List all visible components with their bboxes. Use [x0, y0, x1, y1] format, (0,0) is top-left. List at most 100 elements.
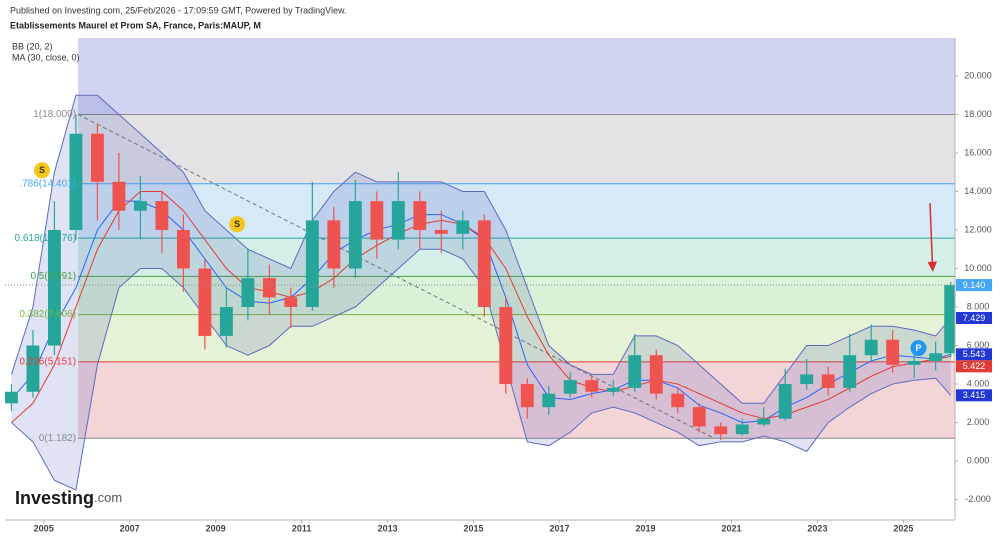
bollinger-fill	[11, 95, 951, 490]
candle-body	[26, 345, 40, 392]
fib-zone	[78, 114, 955, 184]
candle-body	[778, 384, 792, 419]
event-marker	[910, 340, 927, 357]
fib-zone	[78, 183, 955, 239]
y-tick-label: 8.000	[967, 301, 990, 311]
candle-body	[944, 285, 955, 354]
fib-level-label: 0.236(5.151)	[19, 357, 76, 368]
annotation-arrow	[927, 202, 937, 272]
candle-body	[649, 355, 663, 394]
candle-body	[692, 407, 706, 427]
candle-body	[563, 380, 577, 394]
candle-body	[886, 339, 900, 365]
y-tick-label: 16.000	[964, 147, 992, 157]
candle-body	[585, 380, 599, 392]
fib-level-label: 0.5(9.591)	[30, 271, 76, 282]
price-label-box	[956, 279, 992, 292]
candle-body	[327, 220, 341, 269]
candle-body	[348, 201, 362, 269]
candle-body	[499, 307, 513, 385]
candle-body	[606, 387, 620, 392]
candle-body	[671, 393, 685, 408]
candle-body	[929, 353, 943, 361]
candle-body	[305, 220, 319, 308]
price-label: 3.415	[963, 390, 986, 400]
x-tick-label: 2013	[378, 523, 398, 533]
y-tick-label: 14.000	[964, 186, 992, 196]
arrow-head	[927, 261, 937, 272]
y-tick-label: 6.000	[967, 340, 990, 350]
y-tick-label: 2.000	[967, 417, 990, 427]
candle-body	[714, 426, 728, 435]
candle-body	[821, 374, 835, 388]
candle-body	[520, 384, 534, 408]
candle-body	[112, 181, 126, 211]
candle-body	[69, 133, 83, 230]
event-marker-label: S	[39, 165, 45, 175]
event-marker	[33, 162, 50, 179]
candle-body	[456, 220, 470, 234]
candle-body	[542, 393, 556, 408]
candle-body	[198, 268, 212, 336]
price-label: 5.422	[963, 361, 986, 371]
x-tick-label: 2007	[120, 523, 140, 533]
x-tick-label: 2017	[550, 523, 570, 533]
x-tick-label: 2023	[807, 523, 827, 533]
price-label-box	[956, 312, 992, 325]
overlay: S S P 1(18.000) .786(14.401) 0.618(11.576) 0.5…	[15, 70, 992, 533]
candle-body	[413, 201, 427, 230]
price-label: 9.140	[963, 280, 986, 290]
candle-body	[477, 220, 491, 308]
indicator-label: MA (30, close, 0)	[12, 52, 80, 62]
x-tick-label: 2011	[292, 523, 312, 533]
fib-level-label: .786(14.401)	[19, 178, 76, 189]
y-tick-label: 12.000	[964, 224, 992, 234]
y-tick-label: 4.000	[967, 378, 990, 388]
x-tick-label: 2025	[893, 523, 913, 533]
candle-body	[843, 355, 857, 388]
y-tick-label: 0.000	[967, 455, 990, 465]
arrow-shaft	[929, 202, 934, 267]
published-note: Published on Investing.com, 25/Feb/2026 …	[10, 5, 347, 15]
candle-body	[864, 339, 878, 356]
y-tick-label: 10.000	[964, 263, 992, 273]
candle-body	[628, 355, 642, 388]
bollinger-upper	[10, 94, 952, 404]
y-tick-label: -2.000	[965, 494, 991, 504]
candle-body	[370, 201, 384, 240]
fib-level-label: 0.382(7.606)	[19, 309, 76, 320]
price-label: 7.429	[963, 313, 986, 323]
candle-body	[284, 297, 298, 308]
x-tick-label: 2009	[206, 523, 226, 533]
candle-body	[5, 391, 18, 404]
candle-body	[757, 418, 771, 425]
indicator-label: BB (20, 2)	[12, 41, 53, 51]
x-tick-label: 2015	[464, 523, 484, 533]
event-marker-label: P	[915, 343, 921, 353]
price-label-box	[956, 348, 992, 361]
candle-body	[219, 307, 233, 336]
logo-suffix: .com	[94, 490, 122, 505]
price-label: 5.543	[963, 349, 986, 359]
candle-body	[176, 229, 190, 269]
chart-title: Etablissements Maurel et Prom SA, France…	[10, 20, 261, 30]
candle-body	[133, 201, 147, 211]
logo-main: Investing	[15, 488, 94, 508]
candle-body	[391, 201, 405, 240]
candle-body	[800, 374, 814, 385]
x-tick-label: 2019	[635, 523, 655, 533]
y-tick-label: 20.000	[964, 70, 992, 80]
y-tick-label: 18.000	[964, 109, 992, 119]
event-marker	[229, 216, 246, 233]
x-tick-label: 2021	[721, 523, 741, 533]
price-label-box	[956, 389, 992, 402]
candle-body	[47, 229, 61, 346]
candle-body	[262, 278, 276, 298]
candle-body	[907, 360, 921, 365]
fib-level-label: 0(1.182)	[39, 433, 76, 444]
plot-area	[5, 38, 955, 491]
event-marker-label: S	[234, 219, 240, 229]
candle-body	[434, 229, 448, 234]
fib-level-label: 1(18.000)	[33, 109, 76, 120]
